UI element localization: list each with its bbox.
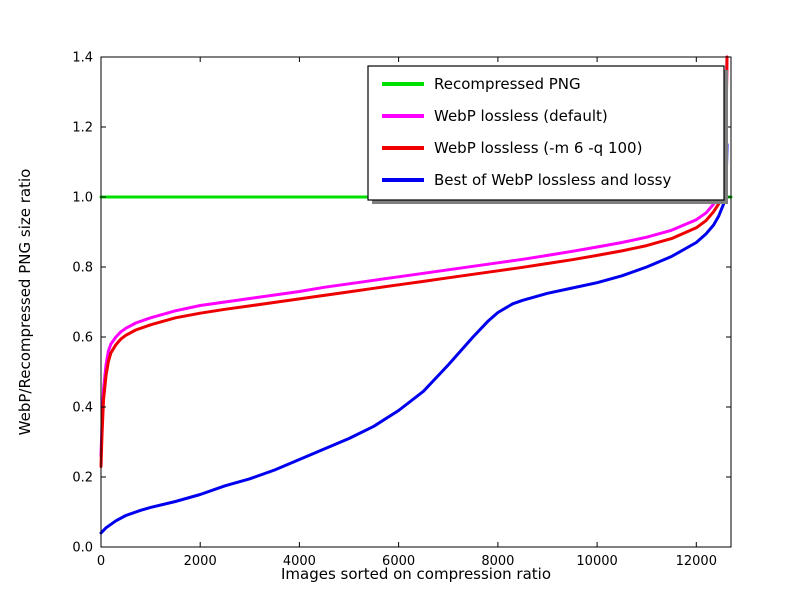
y-tick-label: 0.2 bbox=[72, 471, 93, 486]
y-tick-label: 1.0 bbox=[72, 191, 93, 206]
series-line-webp-lossless-m-6-q-100- bbox=[99, 55, 729, 468]
plot-frame bbox=[100, 56, 732, 548]
x-tick-label: 4000 bbox=[283, 554, 316, 569]
y-tick-label: 1.2 bbox=[72, 121, 93, 136]
y-tick-label: 0.0 bbox=[72, 541, 93, 556]
legend-label: WebP lossless (default) bbox=[434, 107, 608, 125]
legend-label: Best of WebP lossless and lossy bbox=[434, 171, 671, 189]
x-tick-label: 6000 bbox=[382, 554, 415, 569]
series-line-webp-lossless-default- bbox=[99, 55, 729, 458]
x-axis-label: Images sorted on compression ratio bbox=[281, 565, 551, 583]
legend-label: Recompressed PNG bbox=[434, 75, 581, 93]
series-line-best-of-webp-lossless-and-lossy bbox=[99, 143, 729, 535]
x-tick-label: 2000 bbox=[184, 554, 217, 569]
y-tick-label: 0.8 bbox=[72, 261, 93, 276]
y-tick-label: 0.6 bbox=[72, 331, 93, 346]
x-tick-label: 0 bbox=[97, 554, 105, 569]
y-axis-label: WebP/Recompressed PNG size ratio bbox=[16, 169, 34, 436]
x-tick-label: 10000 bbox=[576, 554, 617, 569]
legend-box bbox=[367, 65, 725, 201]
legend-label: WebP lossless (-m 6 -q 100) bbox=[434, 139, 642, 157]
y-tick-label: 0.4 bbox=[72, 401, 93, 416]
y-tick-label: 1.4 bbox=[72, 51, 93, 66]
x-tick-label: 8000 bbox=[481, 554, 514, 569]
x-tick-label: 12000 bbox=[676, 554, 717, 569]
